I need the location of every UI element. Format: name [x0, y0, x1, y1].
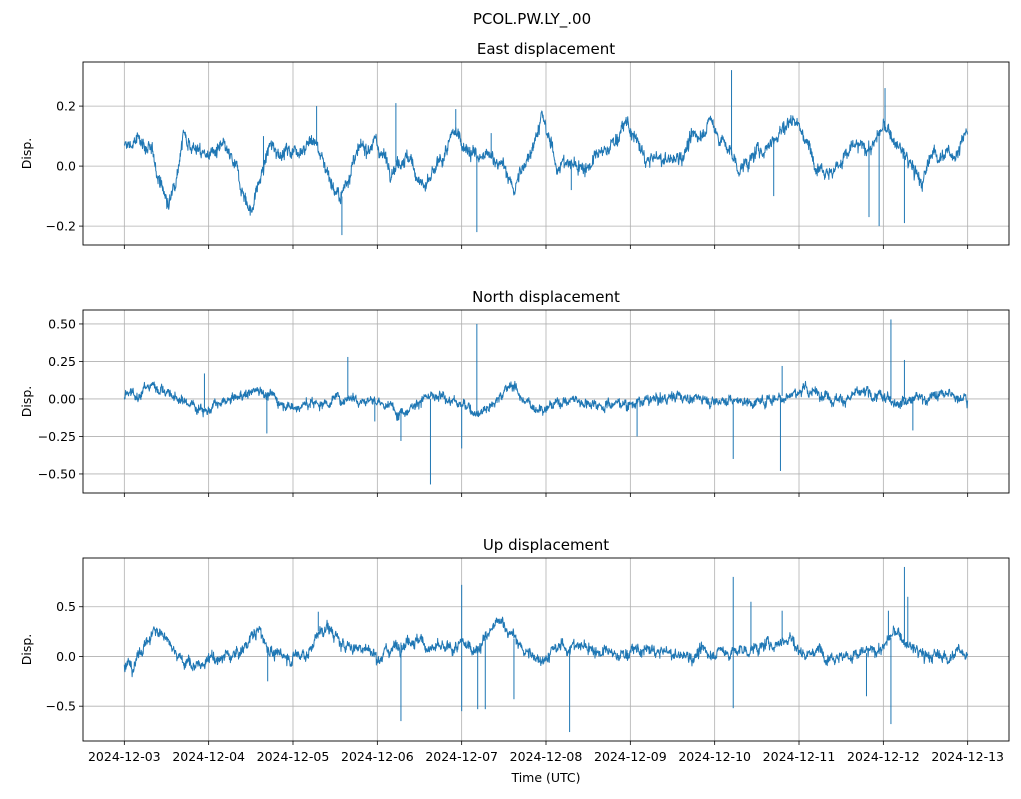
y-tick-label: −0.25 [38, 429, 76, 444]
y-tick-label: 0.0 [56, 159, 76, 174]
x-tick-label: 2024-12-11 [763, 749, 836, 764]
axes-frame [82, 61, 1010, 246]
x-tick-label: 2024-12-08 [510, 749, 583, 764]
panel-0: East displacement Disp. −0.2 0.0 0.2 [19, 40, 1010, 249]
panel-title: North displacement [472, 288, 620, 306]
y-axis-label: Disp. [19, 386, 34, 418]
y-axis-label: Disp. [19, 634, 34, 666]
series-line [123, 380, 969, 421]
panel-title: Up displacement [483, 536, 609, 554]
y-tick-label: 0.0 [56, 649, 76, 664]
x-axis-label: Time (UTC) [510, 770, 580, 785]
y-tick-label: −0.5 [46, 699, 76, 714]
y-axis-label: Disp. [19, 138, 34, 170]
series-line [123, 110, 969, 216]
y-tick-label: 0.5 [56, 599, 76, 614]
y-tick-label: 0.2 [56, 99, 76, 114]
x-tick-label: 2024-12-09 [594, 749, 667, 764]
x-tick-label: 2024-12-04 [172, 749, 245, 764]
series-line [123, 616, 969, 678]
y-tick-label: 0.25 [48, 354, 76, 369]
panel-title: East displacement [477, 40, 615, 58]
x-tick-label: 2024-12-03 [88, 749, 161, 764]
x-tick-label: 2024-12-05 [257, 749, 330, 764]
x-tick-label: 2024-12-13 [931, 749, 1004, 764]
y-tick-label: −0.2 [46, 219, 76, 234]
y-tick-label: 0.50 [48, 316, 76, 331]
figure-suptitle: PCOL.PW.LY_.00 [473, 10, 591, 29]
x-tick-label: 2024-12-12 [847, 749, 920, 764]
x-tick-label: 2024-12-07 [425, 749, 498, 764]
panel-2: Up displacement Disp. 2024-12-03 2024-12-04… [19, 536, 1010, 764]
panel-1: North displacement Disp. −0.50 −0.25 0.00 0.2… [19, 288, 1010, 497]
y-tick-label: 0.00 [48, 391, 76, 406]
axes-frame [82, 309, 1010, 494]
x-tick-label: 2024-12-06 [341, 749, 414, 764]
x-tick-label: 2024-12-10 [678, 749, 751, 764]
y-tick-label: −0.50 [38, 466, 76, 481]
axes-frame [82, 557, 1010, 742]
